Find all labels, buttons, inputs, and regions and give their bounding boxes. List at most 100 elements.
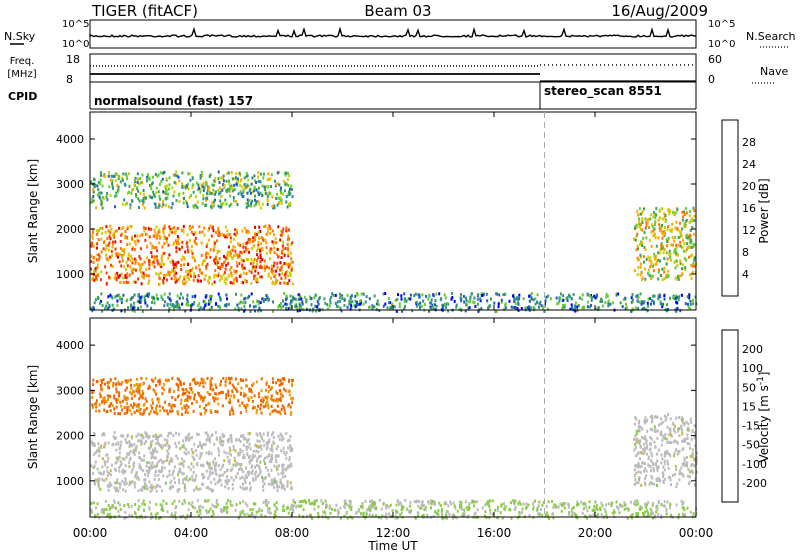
heatmap-cell: [143, 454, 145, 457]
heatmap-cell: [163, 242, 165, 245]
heatmap-cell: [228, 189, 230, 192]
heatmap-cell: [244, 301, 246, 304]
heatmap-cell: [261, 509, 263, 512]
heatmap-cell: [254, 406, 256, 409]
heatmap-cell: [251, 258, 253, 261]
heatmap-cell: [166, 475, 168, 478]
colorbar-tick-label: 8: [742, 246, 749, 259]
heatmap-cell: [309, 514, 311, 517]
heatmap-cell: [267, 231, 269, 234]
heatmap-cell: [294, 305, 296, 308]
heatmap-cell: [229, 449, 231, 452]
heatmap-cell: [251, 292, 253, 295]
heatmap-cell: [659, 260, 661, 263]
heatmap-cell: [167, 379, 169, 382]
heatmap-cell: [290, 300, 292, 303]
heatmap-cell: [136, 387, 138, 390]
heatmap-cell: [430, 506, 432, 509]
heatmap-cell: [118, 189, 120, 192]
heatmap-cell: [498, 293, 500, 296]
heatmap-cell: [261, 389, 263, 392]
heatmap-cell: [205, 443, 207, 446]
heatmap-cell: [114, 277, 116, 280]
heatmap-cell: [215, 472, 217, 475]
heatmap-cell: [174, 500, 176, 503]
heatmap-cell: [676, 296, 678, 299]
heatmap-cell: [90, 502, 92, 505]
heatmap-cell: [287, 447, 289, 450]
heatmap-cell: [225, 264, 227, 267]
heatmap-cell: [180, 293, 182, 296]
heatmap-cell: [350, 304, 352, 307]
heatmap-cell: [184, 477, 186, 480]
heatmap-cell: [600, 299, 602, 302]
heatmap-cell: [548, 500, 550, 503]
heatmap-cell: [249, 460, 251, 463]
heatmap-cell: [143, 193, 145, 196]
heatmap-cell: [468, 502, 470, 505]
heatmap-cell: [242, 434, 244, 437]
heatmap-cell: [159, 405, 161, 408]
heatmap-cell: [161, 257, 163, 260]
heatmap-cell: [103, 378, 105, 381]
heatmap-cell: [263, 440, 265, 443]
heatmap-cell: [288, 266, 290, 269]
heatmap-cell: [667, 258, 669, 261]
heatmap-cell: [261, 258, 263, 261]
heatmap-cell: [187, 205, 189, 208]
heatmap-cell: [225, 393, 227, 396]
heatmap-cell: [231, 408, 233, 411]
heatmap-cell: [246, 206, 248, 209]
heatmap-cell: [564, 507, 566, 510]
heatmap-cell: [252, 508, 254, 511]
heatmap-cell: [279, 273, 281, 276]
heatmap-cell: [419, 507, 421, 510]
heatmap-cell: [639, 254, 641, 257]
heatmap-cell: [690, 464, 692, 467]
heatmap-cell: [266, 383, 268, 386]
heatmap-cell: [253, 277, 255, 280]
heatmap-cell: [191, 391, 193, 394]
heatmap-cell: [693, 464, 695, 467]
heatmap-cell: [693, 209, 695, 212]
heatmap-cell: [236, 503, 238, 506]
heatmap-cell: [95, 461, 97, 464]
heatmap-cell: [334, 509, 336, 512]
heatmap-cell: [209, 470, 211, 473]
heatmap-cell: [661, 439, 663, 442]
heatmap-cell: [538, 306, 540, 309]
heatmap-cell: [118, 391, 120, 394]
heatmap-cell: [248, 238, 250, 241]
heatmap-cell: [331, 508, 333, 511]
heatmap-cell: [652, 295, 654, 298]
heatmap-cell: [220, 299, 222, 302]
heatmap-cell: [691, 242, 693, 245]
heatmap-cell: [157, 398, 159, 401]
heatmap-cell: [657, 430, 659, 433]
heatmap-cell: [100, 270, 102, 273]
heatmap-cell: [682, 421, 684, 424]
heatmap-cell: [237, 472, 239, 475]
heatmap-cell: [249, 241, 251, 244]
heatmap-cell: [575, 302, 577, 305]
heatmap-cell: [587, 305, 589, 308]
heatmap-cell: [234, 188, 236, 191]
heatmap-cell: [163, 388, 165, 391]
heatmap-cell: [181, 246, 183, 249]
heatmap-cell: [320, 499, 322, 502]
heatmap-cell: [605, 503, 607, 506]
heatmap-cell: [117, 501, 119, 504]
heatmap-cell: [99, 403, 101, 406]
heatmap-cell: [131, 225, 133, 228]
heatmap-cell: [246, 487, 248, 490]
heatmap-cell: [210, 381, 212, 384]
heatmap-cell: [134, 179, 136, 182]
heatmap-cell: [174, 465, 176, 468]
heatmap-cell: [551, 500, 553, 503]
heatmap-cell: [100, 446, 102, 449]
heatmap-cell: [266, 400, 268, 403]
heatmap-cell: [287, 253, 289, 256]
heatmap-cell: [660, 227, 662, 230]
heatmap-cell: [180, 264, 182, 267]
heatmap-cell: [400, 294, 402, 297]
